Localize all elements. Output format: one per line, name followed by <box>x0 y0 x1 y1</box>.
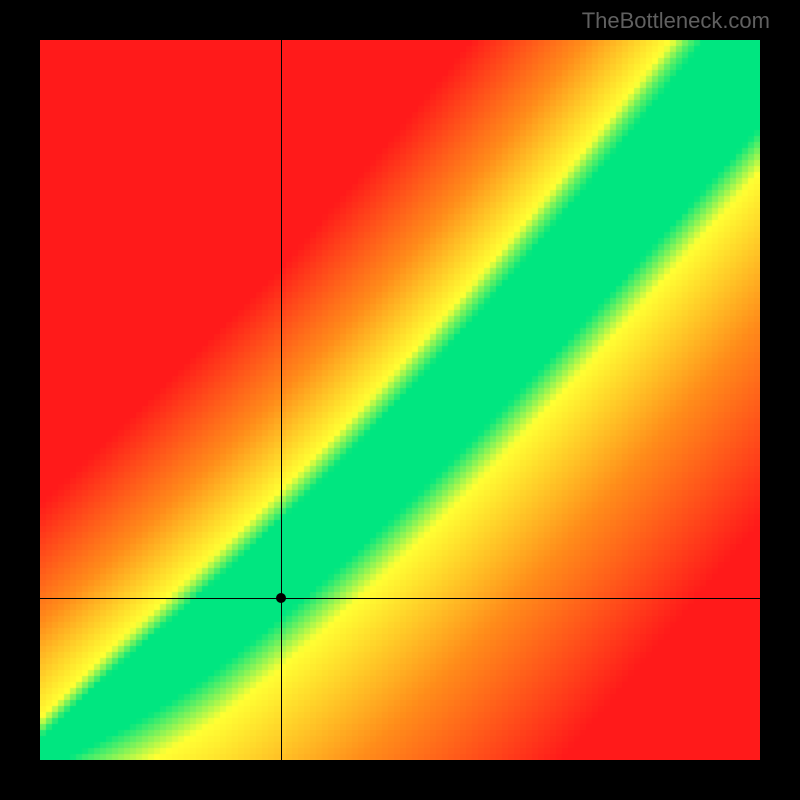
data-point-marker <box>276 593 286 603</box>
crosshair-vertical <box>281 40 282 760</box>
chart-container: TheBottleneck.com <box>0 0 800 800</box>
heatmap-canvas <box>40 40 760 760</box>
crosshair-horizontal <box>40 598 760 599</box>
plot-area <box>40 40 760 760</box>
watermark-text: TheBottleneck.com <box>582 8 770 34</box>
